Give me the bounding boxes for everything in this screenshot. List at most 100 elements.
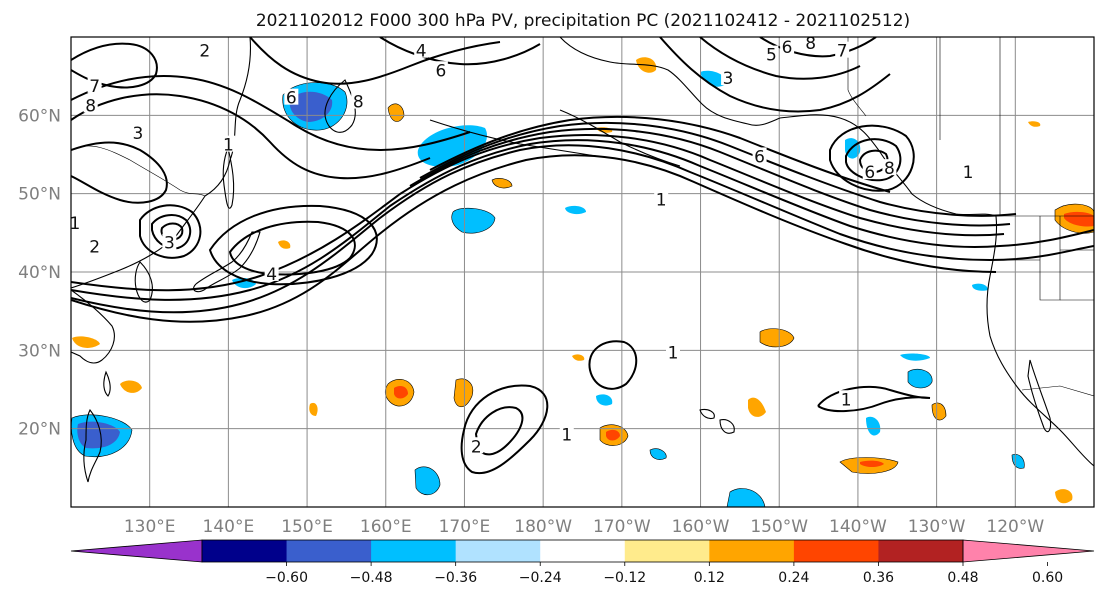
lon-tick-label: 130°W (908, 517, 966, 537)
colorbar: −0.60 −0.48 −0.36 −0.24 −0.12 0.12 0.24 0.36 0.4… (70, 539, 1095, 586)
pv-north-contour-5 (379, 37, 541, 66)
precip-blob-small-pos-3 (278, 240, 291, 249)
lon-tick-label: 170°E (439, 517, 491, 537)
pv-pac-contour-1 (588, 340, 638, 390)
colorbar-tick-label: −0.24 (519, 570, 562, 586)
map-title: 2021102012 F000 300 hPa PV, precipitatio… (256, 11, 910, 31)
precip-blob-subtropic-pos-1-core (394, 386, 408, 399)
pv-north-contour-7 (699, 37, 861, 80)
contour-label: 3 (164, 234, 175, 254)
border-us-mexico (1021, 385, 1094, 397)
precip-blob-subtropic-pos-7 (931, 402, 947, 421)
coastline-philippines (83, 408, 102, 483)
precip-blob-midpac-neg (451, 207, 496, 234)
contour-label: 6 (782, 38, 793, 58)
contour-label-halo (780, 37, 795, 54)
colorbar-frame (201, 539, 964, 563)
precip-blob-us-pos-core (1064, 211, 1094, 227)
contour-label-halo (130, 123, 145, 140)
contour-label: 3 (723, 69, 734, 89)
colorbar-tick-label: 0.60 (1032, 570, 1063, 586)
border-alaska-canada (847, 37, 867, 117)
contour-label-halo (264, 264, 279, 281)
contour-label: 1 (656, 191, 667, 211)
contour-label: 7 (837, 42, 848, 62)
pv-low-contour-1 (139, 204, 202, 259)
precip-blob-subtropic-pos-10 (309, 402, 318, 416)
lon-tick-label: 150°W (750, 517, 808, 537)
precip-blob-small-pos-1 (572, 354, 585, 361)
colorbar-tick-label: −0.60 (265, 570, 308, 586)
lon-tick-label: 170°W (593, 517, 651, 537)
contour-label-halo (71, 214, 82, 230)
colorbar-segment (878, 540, 964, 562)
lon-tick-label: 130°E (124, 517, 176, 537)
precip-blob-alaska-neg (700, 70, 727, 87)
pv-north-contour-2 (71, 75, 471, 152)
colorbar-tick-label: 0.24 (778, 570, 809, 586)
contour-label-halo (433, 61, 448, 78)
contour-label-halo (764, 45, 779, 62)
colorbar-tick-label: 0.36 (863, 570, 894, 586)
contour-label: 1 (963, 163, 974, 183)
contour-label-halo (414, 41, 429, 58)
pv-hawaii-contour (817, 385, 931, 413)
lon-tick-label: 140°W (829, 517, 887, 537)
coastline-hawaii (699, 408, 735, 434)
contour-label-halo (83, 96, 98, 113)
pv-low-contour-2 (151, 214, 192, 250)
lon-tick-label: 160°E (360, 517, 412, 537)
colorbar-segment (793, 540, 879, 562)
lat-tick-label: 30°N (18, 341, 61, 361)
colorbar-segment (540, 540, 626, 562)
contour-label: 2 (471, 437, 482, 457)
precip-blob-south-neg (414, 466, 441, 496)
contour-label: 1 (841, 390, 852, 410)
pv-japan-contour-2 (228, 220, 356, 276)
longitude-tick-labels: 130°E 140°E 150°E 160°E 170°E 180°W 170°W 160°W… (124, 517, 1045, 537)
pv-gulf-contour-2 (845, 138, 902, 182)
contour-label: 8 (353, 93, 364, 113)
colorbar-segment (455, 540, 541, 562)
pv-north-contour-1 (71, 93, 431, 180)
contour-label-halo (803, 37, 818, 50)
pv-north-contour-6 (659, 37, 891, 113)
contour-label: 2 (199, 42, 210, 62)
precip-blob-eastpac-neg-1 (907, 369, 933, 389)
contour-label-halo (961, 163, 976, 180)
pv-jet-contour-7 (429, 115, 891, 193)
colorbar-tick-label: −0.36 (434, 570, 477, 586)
contour-label: 2 (89, 238, 100, 258)
contour-label-halo (752, 147, 767, 164)
contour-label: 3 (132, 124, 143, 144)
precip-blob-eastpac-neg-4 (726, 488, 766, 507)
precip-blob-bering-neg-core (289, 91, 333, 122)
precip-blob-subtropic-pos-5-core (860, 460, 884, 467)
lat-tick-label: 40°N (18, 263, 61, 283)
pv-jet-contour-1 (71, 144, 1094, 314)
contour-label: 1 (668, 343, 679, 363)
pv-jet-contour-4 (71, 154, 997, 323)
contour-label: 8 (805, 34, 816, 54)
contour-label: 1 (223, 136, 234, 156)
lon-tick-label: 140°E (203, 517, 255, 537)
lon-tick-label: 160°W (672, 517, 730, 537)
contour-label: 8 (884, 159, 895, 179)
contour-label-halo (882, 159, 897, 176)
contour-label: 7 (89, 77, 100, 97)
colorbar-extend-low (70, 539, 203, 563)
precip-blob-eastpac-neg-3 (866, 416, 881, 436)
pv-pac-contour-3 (474, 406, 524, 456)
colorbar-segment (286, 540, 372, 562)
contour-label-halo (87, 237, 102, 254)
contour-label-halo (835, 41, 850, 58)
lat-tick-label: 20°N (18, 420, 61, 440)
coastline-sakhalin (222, 146, 235, 209)
precip-blob-small-neg-4 (972, 283, 988, 291)
pv-pac-contour-2 (460, 384, 549, 475)
border-canada-prov (939, 37, 1001, 216)
contour-label: 6 (286, 89, 297, 109)
